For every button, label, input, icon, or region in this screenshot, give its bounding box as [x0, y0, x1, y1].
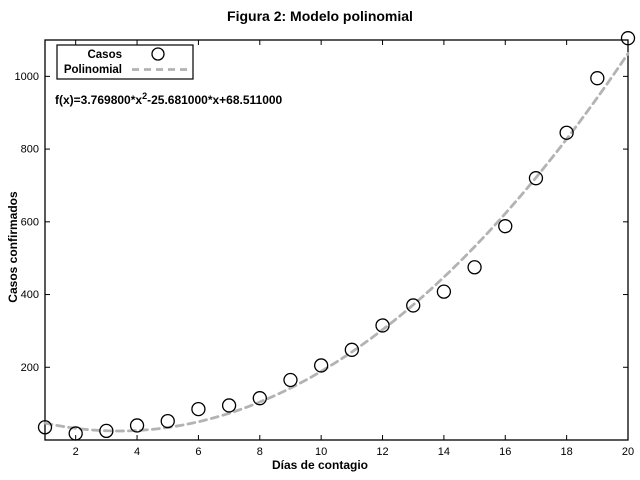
data-point: [314, 358, 329, 373]
data-points: [37, 31, 636, 441]
data-point: [68, 426, 83, 441]
legend-marker-circle: [151, 47, 165, 61]
x-tick-label: 20: [622, 446, 634, 458]
data-point: [37, 420, 53, 435]
x-tick-label: 12: [376, 446, 388, 458]
data-point: [221, 398, 237, 413]
x-tick-label: 2: [73, 446, 79, 458]
legend-label-casos: Casos: [87, 49, 122, 61]
equation-annotation: f(x)=3.769800*x2-25.681000*x+68.511000: [55, 91, 283, 107]
data-point: [620, 31, 636, 46]
x-tick-label: 18: [561, 446, 573, 458]
x-tick-label: 8: [257, 446, 263, 458]
data-point: [191, 401, 206, 417]
x-tick-label: 16: [499, 446, 511, 458]
y-tick-label: 600: [21, 216, 39, 228]
data-point: [283, 372, 298, 388]
y-tick-label: 1000: [15, 71, 39, 83]
y-tick-label: 400: [21, 289, 39, 301]
data-point: [559, 125, 574, 140]
data-point: [160, 413, 175, 429]
data-point: [467, 260, 482, 275]
y-axis-ticks: 200 400 600 800 1000: [15, 71, 628, 374]
x-axis-label: Días de contagio: [271, 458, 369, 472]
data-point: [498, 219, 513, 234]
chart-title: Figura 2: Modelo polinomial: [227, 8, 413, 24]
data-point: [528, 171, 544, 186]
data-point: [375, 318, 390, 333]
data-point: [590, 71, 605, 86]
legend: Casos Polinomial: [56, 44, 194, 80]
legend-label-polinomial: Polinomial: [64, 64, 122, 76]
x-tick-label: 10: [315, 446, 327, 458]
fit-curve: [43, 52, 630, 433]
x-tick-label: 14: [438, 446, 450, 458]
data-point: [129, 418, 145, 433]
legend-box: [56, 44, 194, 80]
plot-border: [44, 39, 629, 441]
data-point: [406, 298, 421, 313]
data-point: [99, 423, 114, 439]
data-point: [344, 342, 359, 357]
x-axis-ticks: 2 4 6 8 10 12 14 16 18 20: [73, 40, 634, 458]
x-tick-label: 6: [195, 446, 201, 458]
data-point: [252, 391, 267, 406]
y-tick-label: 800: [21, 144, 39, 156]
data-point: [436, 284, 452, 299]
y-tick-label: 200: [21, 362, 39, 374]
x-tick-label: 4: [134, 446, 140, 458]
